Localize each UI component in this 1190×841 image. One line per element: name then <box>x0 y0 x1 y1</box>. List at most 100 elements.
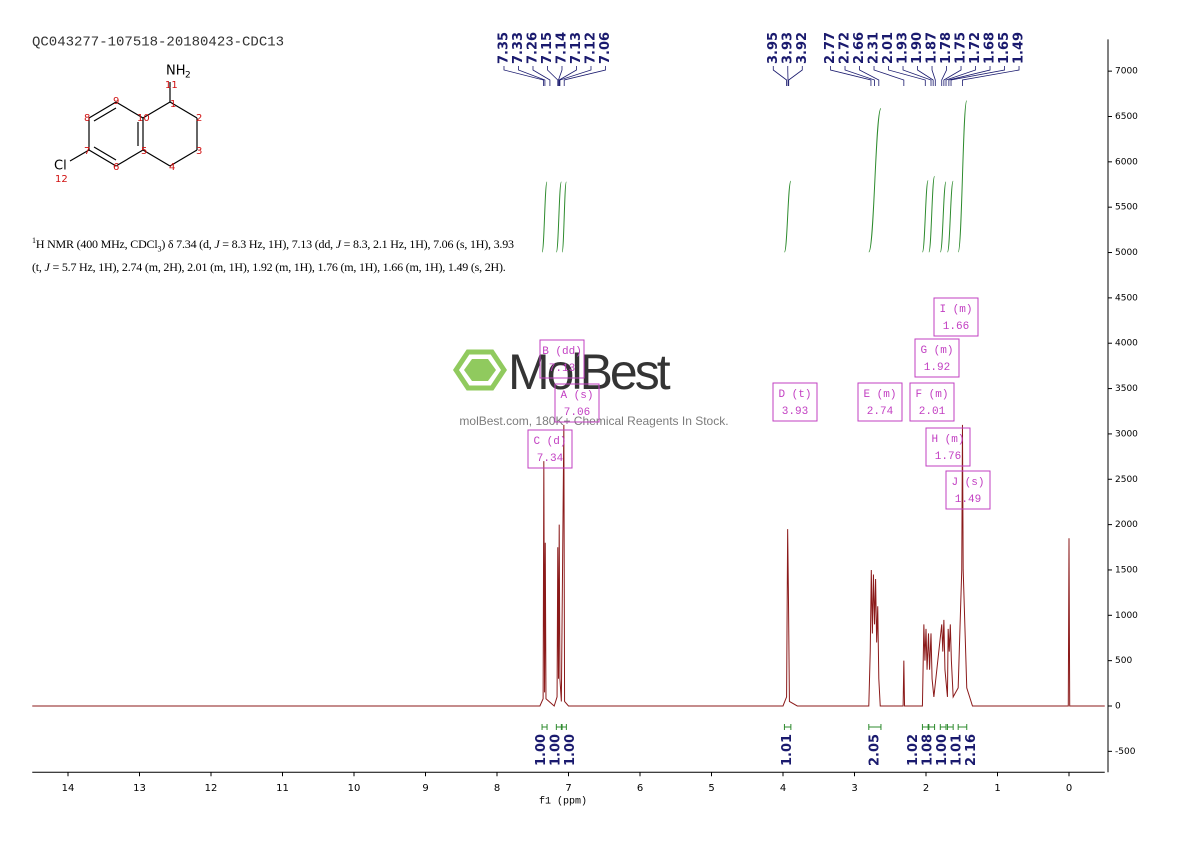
x-tick-label: 1 <box>994 783 1000 794</box>
integral-curve <box>957 100 968 253</box>
x-tick-label: 6 <box>637 783 643 794</box>
multiplet-name: C (d) <box>533 436 566 448</box>
peak-label: 7.15 <box>540 32 555 64</box>
peak-label: 1.87 <box>925 32 940 64</box>
integral-curve <box>783 180 792 253</box>
peak-label-leader <box>873 66 905 86</box>
peak-label: 7.33 <box>511 32 526 64</box>
peak-label: 1.90 <box>910 32 925 64</box>
multiplet-name: E (m) <box>863 389 896 401</box>
x-tick-label: 14 <box>62 783 75 794</box>
multiplet-shift: 1.66 <box>943 321 969 333</box>
multiplet-shift: 1.76 <box>935 451 961 463</box>
integral-bracket <box>868 724 882 730</box>
peak-label-leader <box>772 66 787 86</box>
peak-label-leader <box>950 66 1005 86</box>
x-tick-label: 5 <box>708 783 714 794</box>
peak-label-leader <box>788 66 803 86</box>
structure <box>69 82 198 167</box>
watermark-brand: MolBest <box>508 344 671 400</box>
peak-label-leader <box>948 66 991 86</box>
peak-label: 1.68 <box>983 32 998 64</box>
multiplet-name: F (m) <box>915 389 948 401</box>
atom-number: 2 <box>196 113 202 124</box>
peak-label-leader <box>563 66 606 86</box>
integral-curve <box>541 181 548 253</box>
peak-label-leader <box>859 66 880 86</box>
y-tick-label: 1500 <box>1115 565 1138 575</box>
peak-label: 7.35 <box>496 32 511 64</box>
peak-label-leader <box>558 66 563 86</box>
description-text: J <box>44 260 50 275</box>
spectrum-line <box>32 424 1105 707</box>
peak-label-leader <box>558 66 577 86</box>
atom-number: 12 <box>55 174 68 185</box>
y-tick-label: 1000 <box>1115 611 1138 621</box>
integral-label: 1.00 <box>534 734 549 766</box>
peak-label: 7.14 <box>554 32 569 64</box>
peak-label: 3.95 <box>766 32 781 64</box>
peak-label: 2.72 <box>838 32 853 64</box>
description-text: = 5.7 Hz, 1H), 2.74 (m, 2H), 2.01 (m, 1H… <box>49 260 506 275</box>
x-tick-label: 12 <box>205 783 218 794</box>
integral-label: 2.16 <box>964 734 979 766</box>
multiplet-shift: 2.01 <box>919 406 946 418</box>
peak-label: 1.75 <box>954 32 969 64</box>
multiplet-name: D (t) <box>778 389 811 401</box>
integral-bracket <box>939 724 947 730</box>
multiplet-shift: 2.74 <box>867 406 894 418</box>
multiplet-box <box>527 429 573 469</box>
multiplet-shift: 7.34 <box>537 453 564 465</box>
peak-label-leader <box>917 66 934 86</box>
peak-label-leader <box>941 66 947 86</box>
integral-bracket <box>561 724 567 730</box>
peak-label: 7.12 <box>583 32 598 64</box>
description-text: 3 <box>157 244 162 254</box>
integral-label: 1.00 <box>563 734 578 766</box>
peak-label-leader <box>943 66 962 86</box>
peak-label: 1.72 <box>968 32 983 64</box>
x-tick-label: 13 <box>133 783 146 794</box>
y-tick-label: 2000 <box>1115 520 1138 530</box>
x-tick-label: 8 <box>494 783 500 794</box>
peak-label-leader <box>532 66 551 86</box>
y-tick-label: 2500 <box>1115 475 1138 485</box>
y-tick-label: -500 <box>1115 747 1136 757</box>
description-text: ) δ 7.34 (d, <box>161 237 215 251</box>
peak-label-leader <box>503 66 544 86</box>
x-axis-label: f1 (ppm) <box>539 796 587 808</box>
description-text: (t, <box>32 260 45 275</box>
halogen-label: Cl <box>54 159 67 174</box>
amine-label: NH <box>166 64 186 79</box>
description-text: J <box>214 237 220 251</box>
multiplet-name: B (dd) <box>542 346 582 358</box>
peak-label: 7.26 <box>525 32 540 64</box>
peak-label-leader <box>830 66 872 86</box>
description-text: = 8.3 Hz, 1H), 7.13 (dd, <box>219 237 336 251</box>
watermark-tagline: molBest.com, 180K+ Chemical Reagents In … <box>459 414 728 428</box>
multiplet-box <box>914 338 960 378</box>
multiplet-box <box>933 297 979 337</box>
y-tick-label: 5500 <box>1115 203 1138 213</box>
peak-label-leader <box>844 66 875 86</box>
integral-bracket <box>541 724 548 730</box>
integral-label: 2.05 <box>867 734 882 766</box>
integral-curve <box>946 180 954 253</box>
y-tick-label: 0 <box>1115 701 1121 711</box>
description-line: 1H NMR (400 MHz, CDCl3) δ 7.34 (d, J = 8… <box>32 232 514 258</box>
atom-number: 3 <box>196 146 202 157</box>
multiplet-name: J (s) <box>951 477 984 489</box>
integral-curve <box>939 181 947 253</box>
x-tick-label: 10 <box>348 783 361 794</box>
integral-bracket <box>928 724 936 730</box>
description-text: J <box>335 237 341 251</box>
x-tick-label: 4 <box>780 783 786 794</box>
peak-label: 1.78 <box>939 32 954 64</box>
title: QC043277-107518-20180423-CDC13 <box>32 35 284 51</box>
multiplet-name: A (s) <box>560 390 593 402</box>
multiplet-box <box>945 470 991 510</box>
peak-label-leader <box>518 66 546 86</box>
atom-number: 1 <box>170 99 176 110</box>
